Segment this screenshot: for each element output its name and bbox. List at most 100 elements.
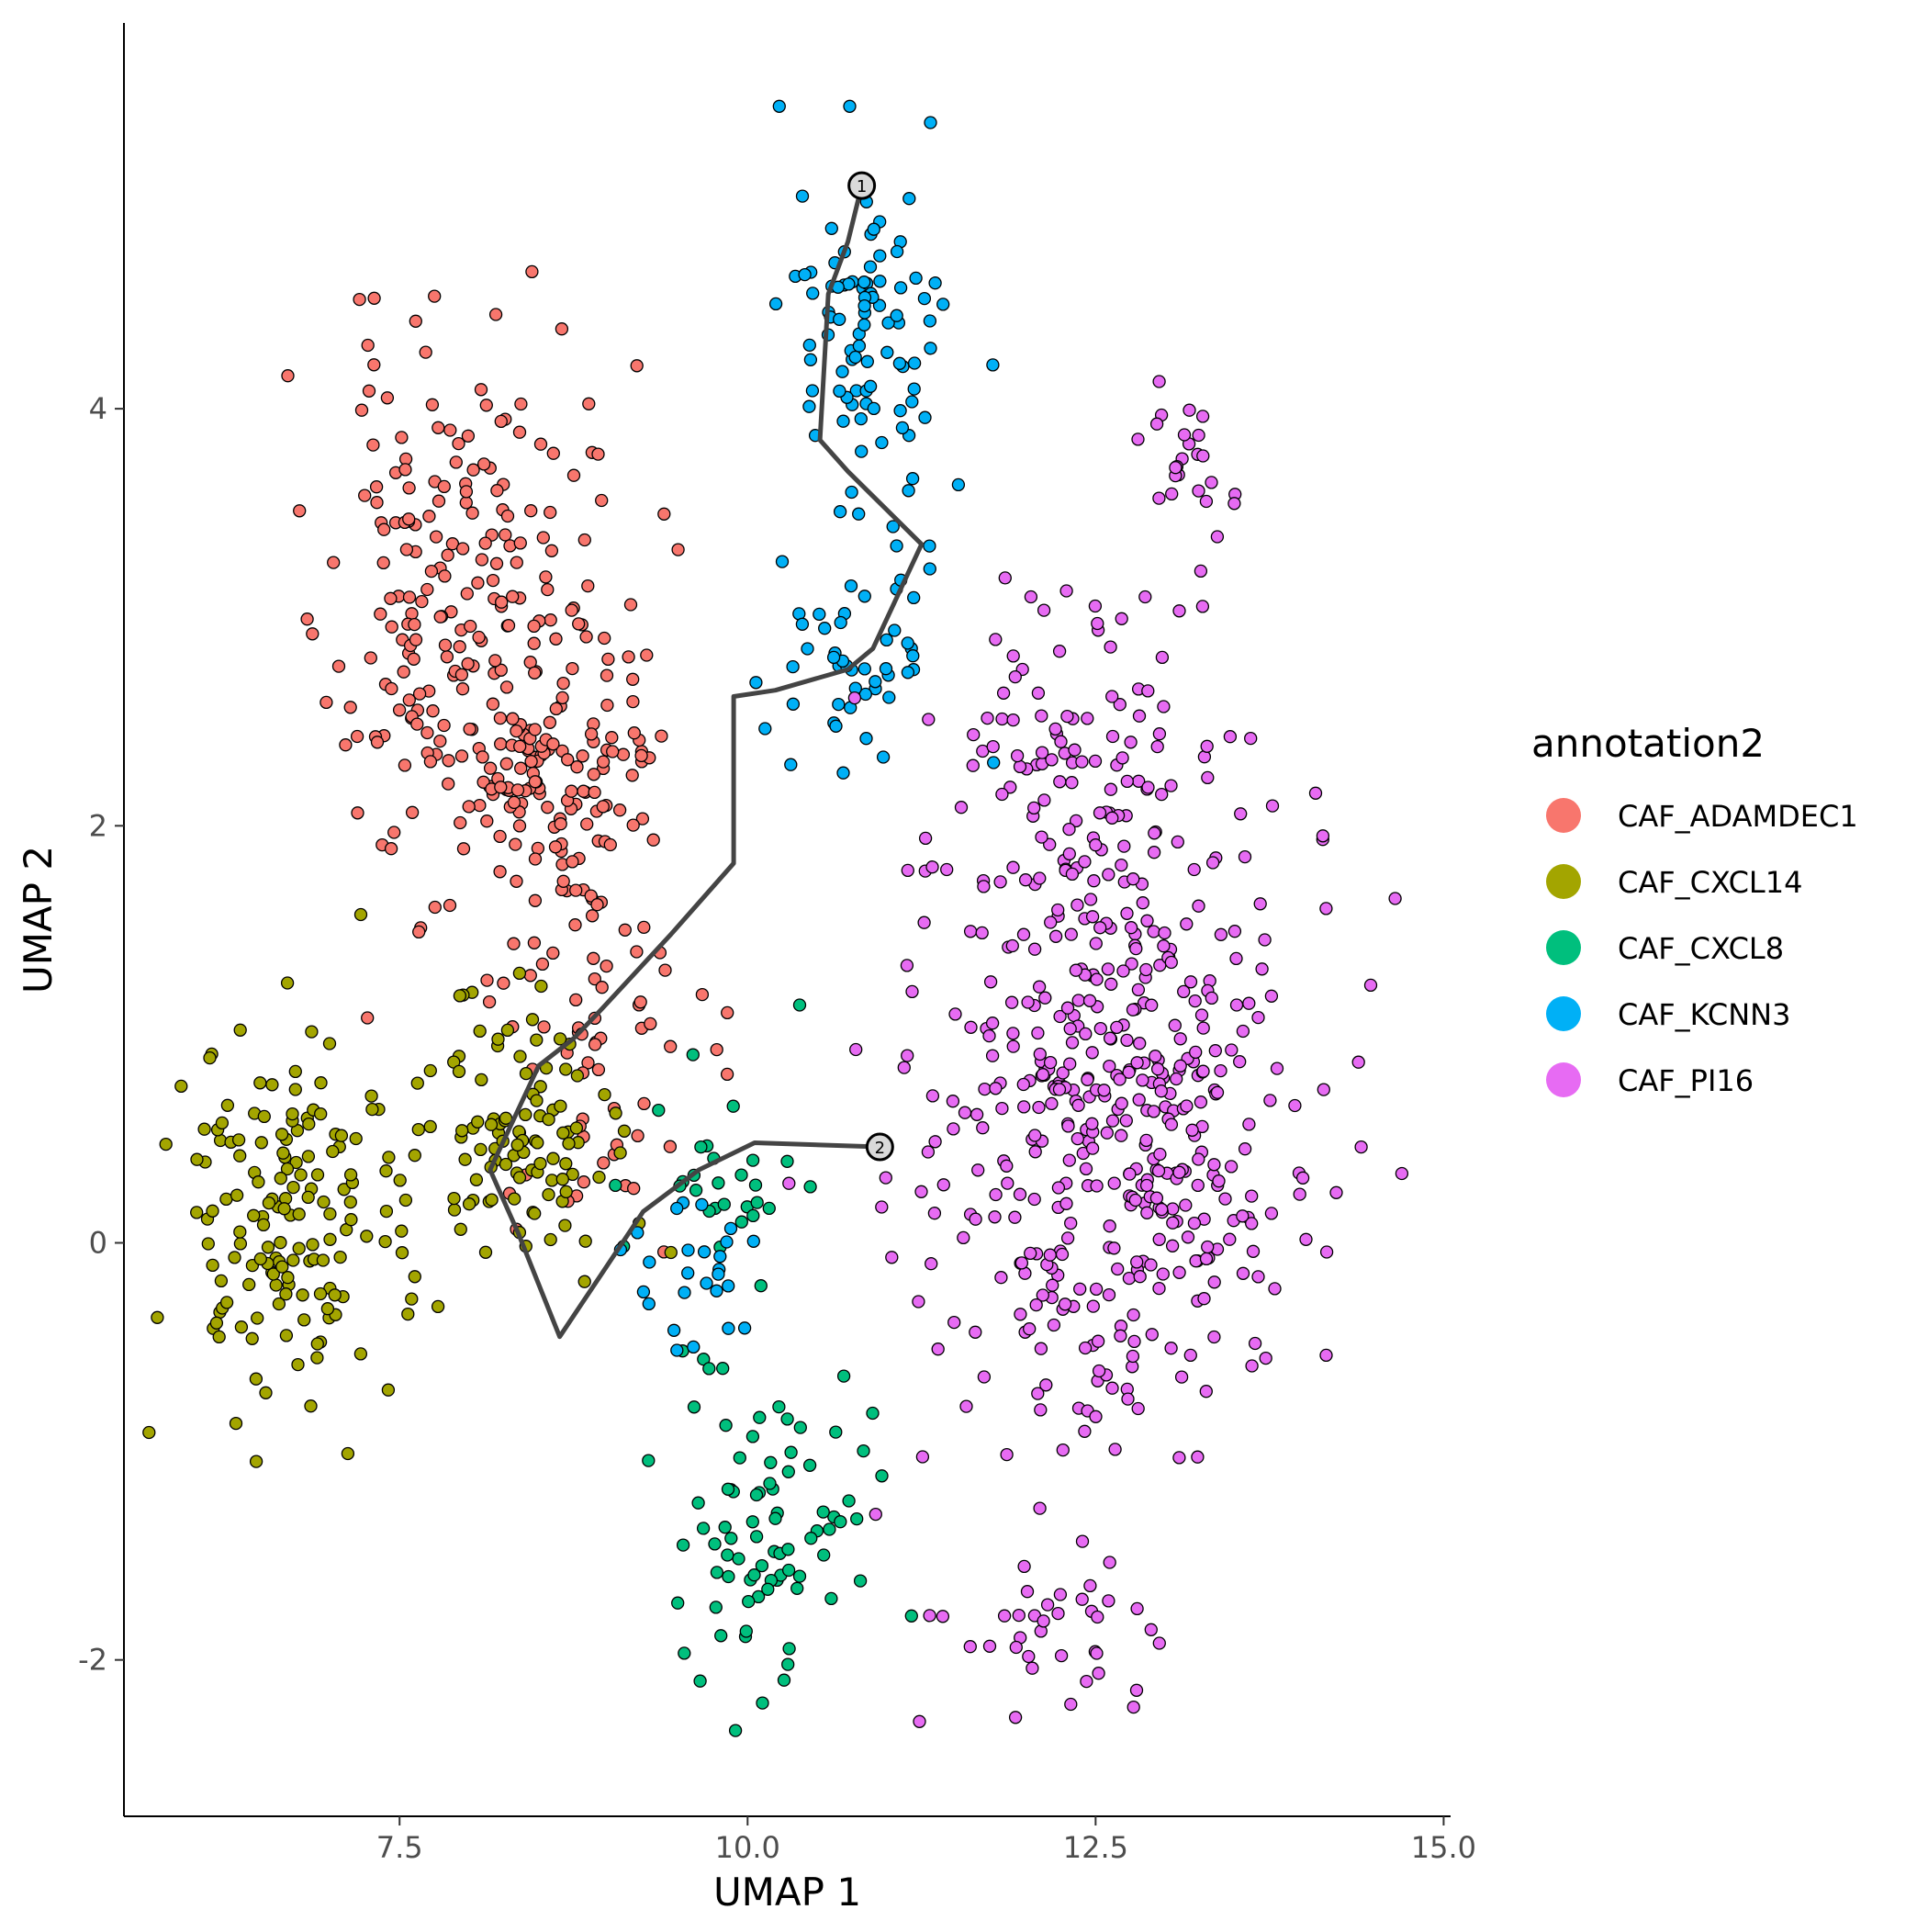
point-caf-cxcl14	[578, 1234, 592, 1248]
point-caf-pi16	[1188, 994, 1202, 1008]
point-caf-cxcl14	[201, 1237, 215, 1251]
point-caf-adamdec1	[473, 798, 487, 813]
point-caf-pi16	[1194, 564, 1208, 578]
point-caf-adamdec1	[658, 963, 672, 977]
point-caf-pi16	[1124, 736, 1138, 749]
point-caf-adamdec1	[533, 437, 548, 451]
point-caf-adamdec1	[370, 736, 385, 749]
point-caf-cxcl14	[343, 1168, 358, 1182]
point-caf-kcnn3	[667, 1323, 681, 1337]
point-caf-cxcl8	[756, 1696, 769, 1710]
point-caf-cxcl14	[462, 1197, 476, 1211]
point-caf-cxcl14	[269, 1278, 283, 1292]
point-caf-adamdec1	[640, 648, 654, 662]
point-caf-pi16	[1060, 1231, 1075, 1245]
point-caf-cxcl14	[598, 1087, 611, 1102]
point-caf-cxcl14	[245, 1331, 259, 1345]
point-caf-kcnn3	[813, 607, 826, 622]
point-caf-pi16	[1092, 1667, 1105, 1680]
point-caf-kcnn3	[901, 636, 914, 650]
point-caf-cxcl14	[286, 1253, 300, 1267]
point-caf-pi16	[1172, 1165, 1186, 1179]
point-caf-pi16	[1037, 1614, 1050, 1628]
point-caf-cxcl14	[219, 1192, 233, 1207]
point-caf-pi16	[1199, 1385, 1213, 1398]
point-caf-cxcl14	[569, 1121, 584, 1135]
point-caf-kcnn3	[832, 697, 846, 712]
point-caf-pi16	[1208, 1044, 1222, 1058]
point-caf-cxcl8	[763, 1477, 777, 1490]
point-caf-cxcl14	[253, 1252, 267, 1266]
point-caf-kcnn3	[928, 276, 942, 290]
point-caf-kcnn3	[695, 1197, 709, 1212]
point-caf-kcnn3	[924, 342, 937, 355]
point-caf-pi16	[1388, 892, 1402, 905]
point-caf-pi16	[1088, 599, 1103, 613]
point-caf-adamdec1	[657, 507, 671, 521]
point-caf-cxcl8	[686, 1048, 700, 1061]
point-caf-pi16	[1238, 1142, 1252, 1156]
point-caf-cxcl14	[510, 1138, 524, 1152]
point-caf-pi16	[1060, 1001, 1075, 1015]
point-caf-pi16	[1152, 1636, 1166, 1650]
point-caf-cxcl8	[836, 1369, 851, 1383]
point-caf-cxcl14	[559, 1062, 573, 1076]
point-caf-pi16	[1129, 1683, 1144, 1697]
point-caf-cxcl14	[542, 1112, 555, 1127]
point-caf-adamdec1	[627, 726, 641, 740]
point-caf-pi16	[1097, 1084, 1111, 1097]
point-caf-pi16	[1155, 1202, 1169, 1217]
point-caf-cxcl14	[410, 1076, 424, 1090]
point-caf-adamdec1	[541, 582, 555, 597]
point-caf-kcnn3	[843, 99, 857, 113]
point-caf-adamdec1	[319, 695, 333, 710]
point-caf-pi16	[1229, 951, 1243, 966]
point-caf-adamdec1	[536, 531, 550, 545]
point-caf-kcnn3	[867, 222, 880, 236]
point-caf-pi16	[1104, 782, 1118, 796]
point-caf-kcnn3	[860, 354, 874, 368]
point-caf-pi16	[1075, 1534, 1090, 1548]
point-caf-adamdec1	[549, 632, 563, 646]
point-caf-adamdec1	[501, 619, 516, 633]
point-caf-pi16	[1075, 1592, 1089, 1606]
point-caf-cxcl14	[519, 1066, 533, 1081]
point-caf-pi16	[995, 1101, 1009, 1116]
point-caf-adamdec1	[476, 457, 491, 471]
point-caf-cxcl14	[220, 1098, 235, 1112]
point-caf-kcnn3	[924, 116, 937, 129]
point-caf-cxcl14	[252, 1175, 265, 1189]
point-caf-cxcl14	[291, 1357, 305, 1372]
point-caf-adamdec1	[465, 506, 479, 520]
point-caf-kcnn3	[798, 267, 812, 282]
point-caf-adamdec1	[367, 358, 381, 372]
point-caf-adamdec1	[461, 657, 475, 671]
point-caf-pi16	[995, 712, 1009, 726]
point-caf-adamdec1	[438, 638, 453, 652]
x-axis-ticks: 7.5 10.0 12.5 15.0	[376, 1816, 1476, 1865]
point-caf-pi16	[1110, 1020, 1124, 1035]
point-caf-cxcl14	[206, 1204, 219, 1218]
point-caf-adamdec1	[489, 556, 504, 570]
point-caf-adamdec1	[453, 640, 466, 654]
point-caf-adamdec1	[561, 753, 575, 767]
point-caf-kcnn3	[876, 750, 891, 764]
point-caf-pi16	[1201, 1240, 1215, 1254]
point-caf-adamdec1	[494, 737, 508, 751]
point-caf-adamdec1	[528, 723, 542, 736]
point-caf-adamdec1	[499, 528, 512, 542]
point-caf-cxcl8	[722, 1569, 735, 1584]
point-caf-cxcl14	[423, 1063, 437, 1078]
point-caf-kcnn3	[852, 339, 867, 353]
point-caf-adamdec1	[631, 1129, 645, 1143]
point-caf-cxcl8	[792, 1569, 807, 1583]
point-caf-adamdec1	[495, 595, 509, 609]
point-caf-cxcl8	[734, 1215, 748, 1229]
point-caf-pi16	[1073, 1282, 1087, 1296]
point-caf-cxcl14	[257, 1109, 271, 1124]
point-caf-pi16	[1140, 1206, 1154, 1219]
point-caf-pi16	[1103, 1059, 1116, 1073]
point-caf-adamdec1	[634, 748, 648, 763]
point-caf-pi16	[1034, 1403, 1048, 1417]
